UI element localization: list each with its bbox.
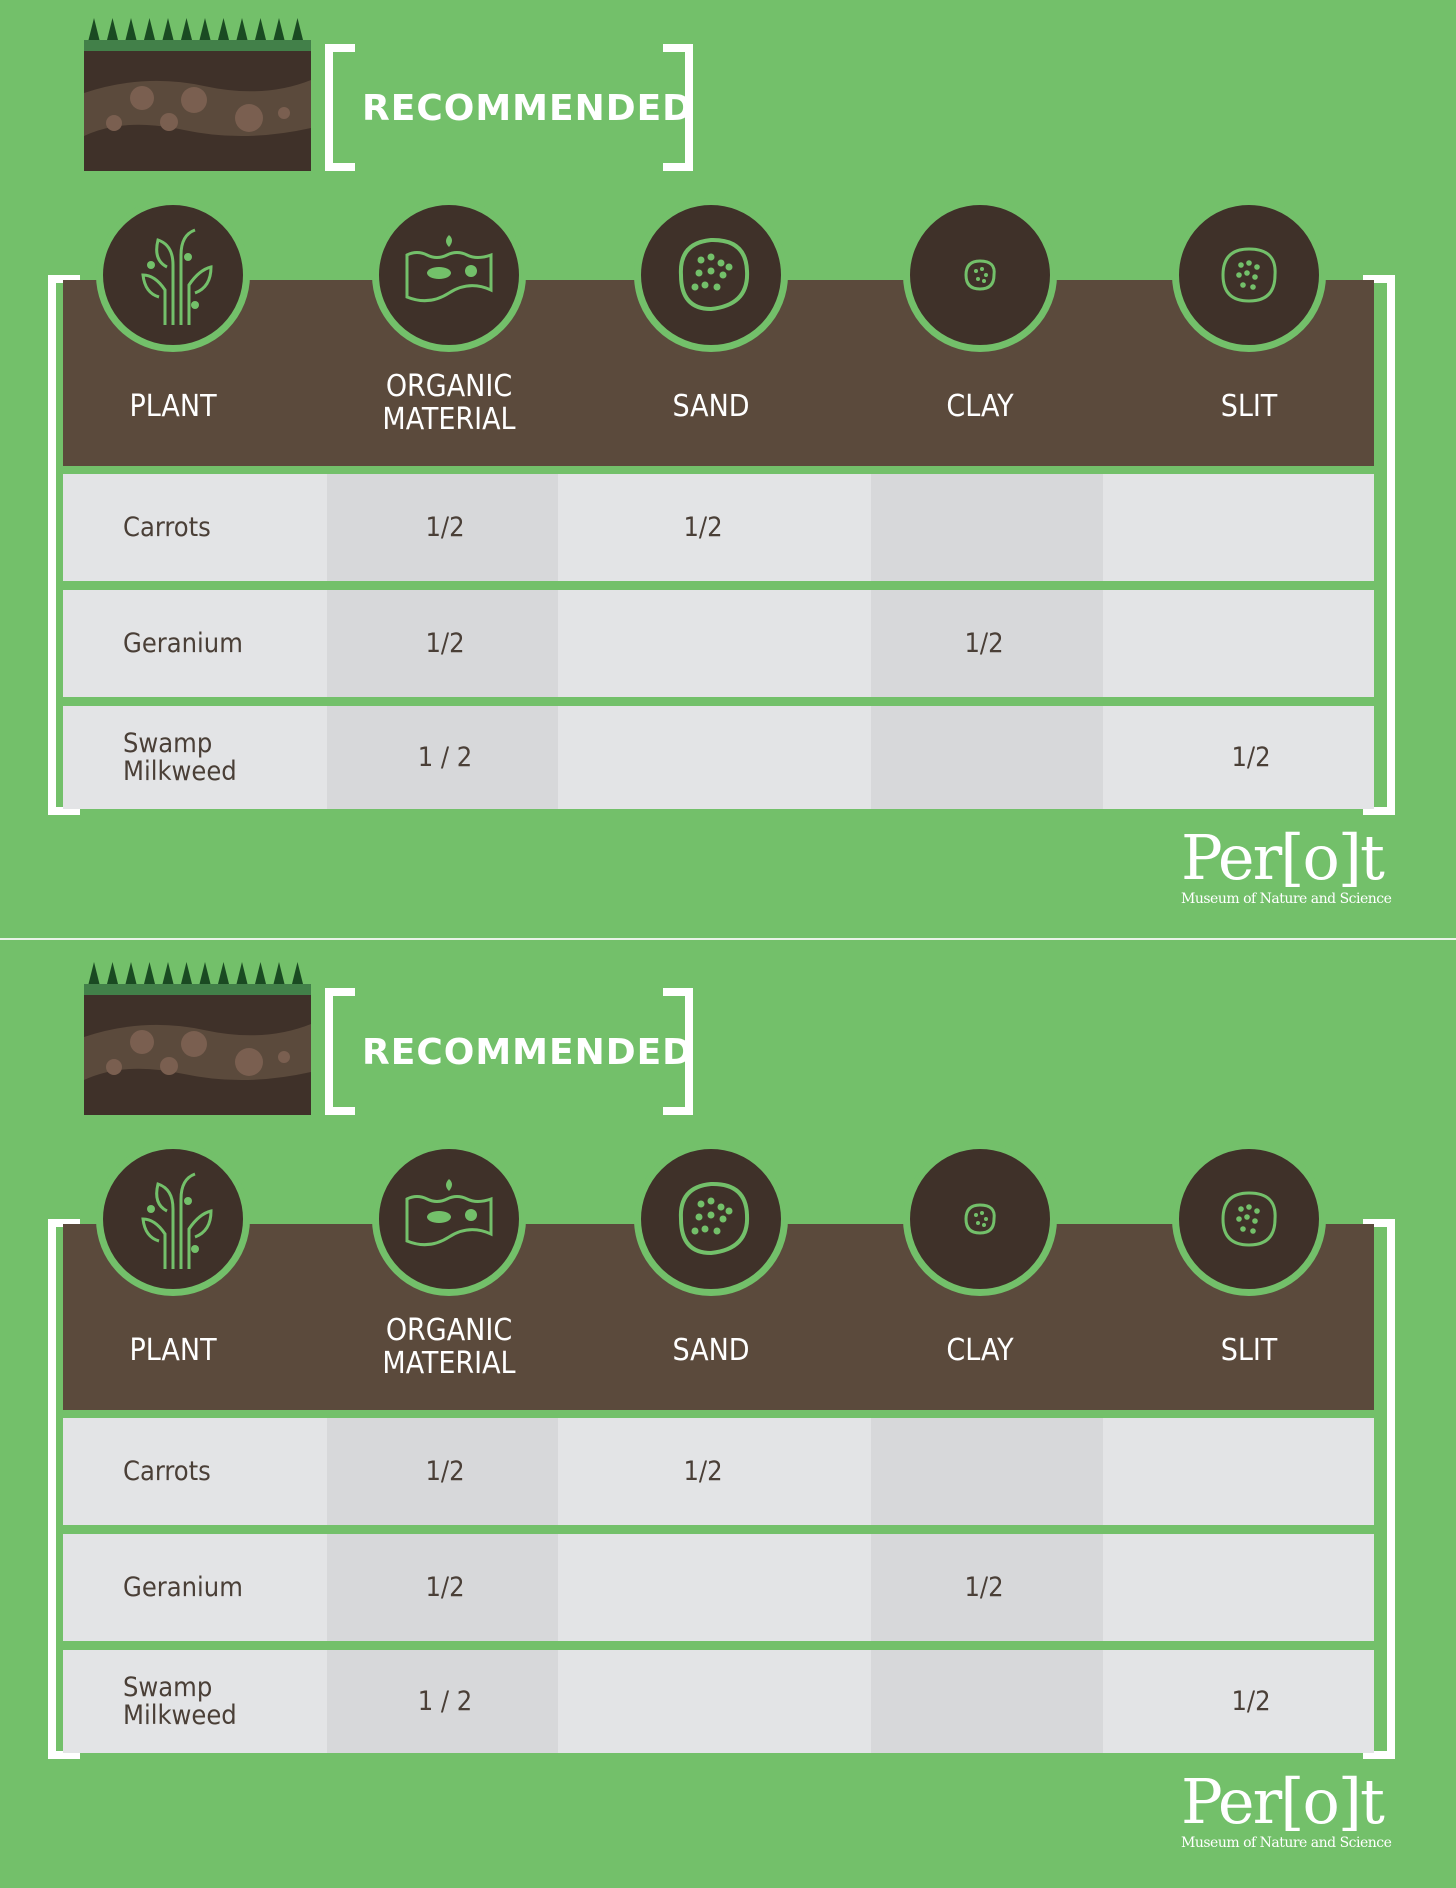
plant-name: Geranium (123, 627, 243, 659)
table-row: Carrots 1/2 1/2 (63, 1418, 1374, 1525)
column-header-slit: SLIT (1220, 1333, 1278, 1368)
table-row: Carrots 1/2 1/2 (63, 474, 1374, 581)
table-row: Geranium 1/2 1/2 (63, 1534, 1374, 1641)
table-bracket-right (1363, 275, 1395, 815)
decomposing-matter-icon (372, 198, 526, 352)
organic-value: 1 / 2 (417, 1685, 473, 1717)
organic-column-shade (327, 1650, 558, 1753)
table-row: Swamp Milkweed 1 / 2 1/2 (63, 706, 1374, 809)
slit-value: 1/2 (1231, 741, 1271, 773)
sand-grain-icon (634, 198, 788, 352)
organic-value: 1/2 (425, 1455, 465, 1487)
row-divider (63, 581, 1374, 590)
soil-layers-icon (84, 18, 311, 171)
perot-museum-logo: Per[o]t Museum of Nature and Science (1181, 1765, 1392, 1852)
column-header-organic: ORGANIC MATERIAL (382, 369, 516, 437)
plant-name: Swamp Milkweed (123, 1671, 237, 1731)
clay-value: 1/2 (964, 1571, 1004, 1603)
title-bracket-right (663, 44, 693, 171)
recommendation-panel: RECOMMENDED PLANT ORGANIC MATERIAL SAND CLA… (0, 944, 1456, 1888)
table-row: Swamp Milkweed 1 / 2 1/2 (63, 1650, 1374, 1753)
table-row: Geranium 1/2 1/2 (63, 590, 1374, 697)
logo-tagline: Museum of Nature and Science (1181, 891, 1392, 907)
plant-name: Swamp Milkweed (123, 727, 237, 787)
organic-value: 1 / 2 (417, 741, 473, 773)
clay-column-shade (871, 706, 1103, 809)
plant-name: Carrots (123, 1455, 211, 1487)
decomposing-matter-icon (372, 1142, 526, 1296)
column-header-sand: SAND (672, 1333, 750, 1368)
clay-column-shade (871, 1650, 1103, 1753)
section-title: RECOMMENDED (362, 88, 694, 129)
silt-particle-icon (1172, 198, 1326, 352)
organic-value: 1/2 (425, 511, 465, 543)
column-header-clay: CLAY (946, 1333, 1014, 1368)
organic-column-shade (327, 590, 558, 697)
clay-particle-icon (903, 1142, 1057, 1296)
organic-column-shade (327, 1534, 558, 1641)
title-bracket-right (663, 988, 693, 1115)
sprout-icon (96, 198, 250, 352)
column-header-clay: CLAY (946, 389, 1014, 424)
clay-value: 1/2 (964, 627, 1004, 659)
plant-name: Geranium (123, 1571, 243, 1603)
title-bracket-left (325, 988, 355, 1115)
organic-value: 1/2 (425, 627, 465, 659)
column-header-plant: PLANT (129, 1333, 217, 1368)
table-bracket-right (1363, 1219, 1395, 1759)
clay-column-shade (871, 474, 1103, 581)
column-header-plant: PLANT (129, 389, 217, 424)
soil-layers-icon (84, 962, 311, 1115)
row-divider (63, 1525, 1374, 1534)
organic-column-shade (327, 474, 558, 581)
plant-name: Carrots (123, 511, 211, 543)
organic-column-shade (327, 1418, 558, 1525)
title-bracket-left (325, 44, 355, 171)
header-divider (63, 1410, 1374, 1418)
clay-column-shade (871, 1534, 1103, 1641)
clay-particle-icon (903, 198, 1057, 352)
slit-value: 1/2 (1231, 1685, 1271, 1717)
row-divider (63, 1641, 1374, 1650)
row-divider (63, 697, 1374, 706)
silt-particle-icon (1172, 1142, 1326, 1296)
section-title: RECOMMENDED (362, 1032, 694, 1073)
organic-value: 1/2 (425, 1571, 465, 1603)
sprout-icon (96, 1142, 250, 1296)
sand-grain-icon (634, 1142, 788, 1296)
sand-value: 1/2 (683, 511, 723, 543)
section-divider (0, 938, 1456, 940)
clay-column-shade (871, 1418, 1103, 1525)
column-header-slit: SLIT (1220, 389, 1278, 424)
logo-wordmark: Per[o]t (1181, 1765, 1385, 1838)
logo-wordmark: Per[o]t (1181, 821, 1385, 894)
table-bracket-left (48, 1219, 80, 1759)
organic-column-shade (327, 706, 558, 809)
header-divider (63, 466, 1374, 474)
clay-column-shade (871, 590, 1103, 697)
column-header-sand: SAND (672, 389, 750, 424)
recommendation-panel: RECOMMENDED PLANT ORGANIC MATERIAL SAND CLA… (48, 18, 1395, 908)
logo-tagline: Museum of Nature and Science (1181, 1835, 1392, 1851)
table-bracket-left (48, 275, 80, 815)
perot-museum-logo: Per[o]t Museum of Nature and Science (1181, 821, 1392, 908)
sand-value: 1/2 (683, 1455, 723, 1487)
column-header-organic: ORGANIC MATERIAL (382, 1313, 516, 1381)
